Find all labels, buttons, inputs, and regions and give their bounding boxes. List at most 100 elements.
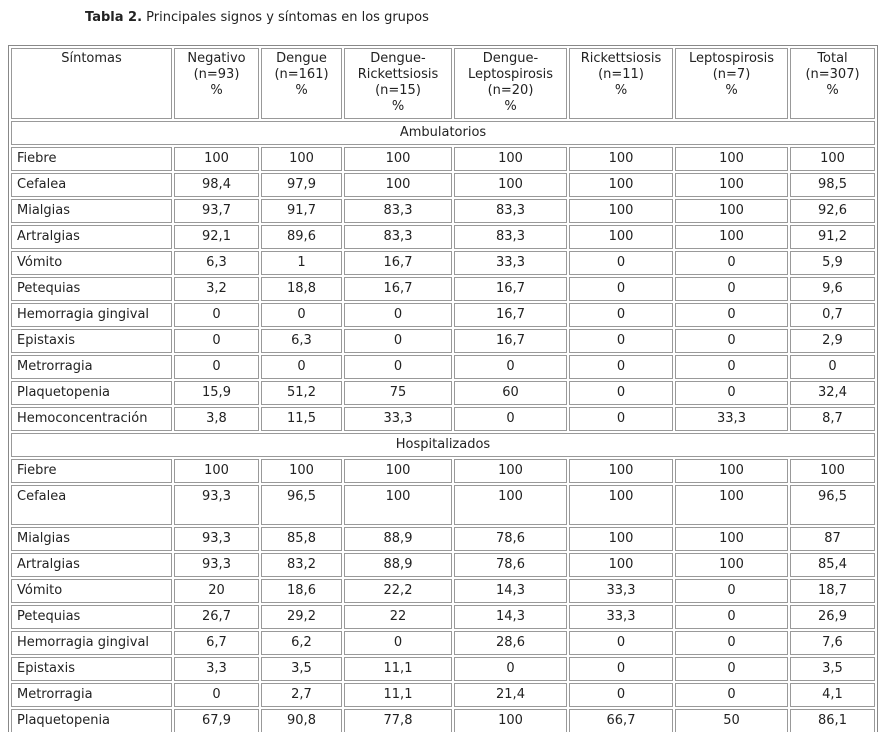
cell: 100 bbox=[454, 147, 567, 171]
header-cell: Negativo (n=93)% bbox=[174, 48, 259, 119]
cell: 91,2 bbox=[790, 225, 875, 249]
cell: 15,9 bbox=[174, 381, 259, 405]
header-cell: Dengue- Rickettsiosis (n=15)% bbox=[344, 48, 452, 119]
data-row: Hemorragia gingival 0 0 0 16,7 0 0 0,7 bbox=[11, 303, 875, 327]
data-row: Metrorragia 0 0 0 0 0 0 0 bbox=[11, 355, 875, 379]
cell: 100 bbox=[174, 147, 259, 171]
cell: 0 bbox=[569, 407, 673, 431]
cell: 75 bbox=[344, 381, 452, 405]
cell: 6,7 bbox=[174, 631, 259, 655]
data-row: Epistaxis 0 6,3 0 16,7 0 0 2,9 bbox=[11, 329, 875, 353]
cell: 3,2 bbox=[174, 277, 259, 301]
data-row: Hemoconcentración 3,8 11,5 33,3 0 0 33,3 8,7 bbox=[11, 407, 875, 431]
cell: 16,7 bbox=[344, 277, 452, 301]
data-row: Cefalea 98,4 97,9 100 100 100 100 98,5 bbox=[11, 173, 875, 197]
cell: 3,5 bbox=[261, 657, 342, 681]
header-line: % bbox=[391, 99, 405, 114]
cell: 0 bbox=[569, 329, 673, 353]
cell: 78,6 bbox=[454, 527, 567, 551]
header-cell: Dengue- Leptospirosis (n=20)% bbox=[454, 48, 567, 119]
data-row: Plaquetopenia 67,9 90,8 77,8 100 66,7 50 86,1 bbox=[11, 709, 875, 732]
cell: 32,4 bbox=[790, 381, 875, 405]
cell: 33,3 bbox=[569, 579, 673, 603]
cell: 1 bbox=[261, 251, 342, 275]
cell: 26,7 bbox=[174, 605, 259, 629]
cell: 0 bbox=[675, 579, 788, 603]
section-row: Hospitalizados bbox=[11, 433, 875, 457]
cell: 0 bbox=[675, 381, 788, 405]
cell: 85,4 bbox=[790, 553, 875, 577]
header-cell: Leptospirosis (n=7)% bbox=[675, 48, 788, 119]
cell: 6,3 bbox=[174, 251, 259, 275]
cell: 98,5 bbox=[790, 173, 875, 197]
cell: 29,2 bbox=[261, 605, 342, 629]
cell: 11,1 bbox=[344, 657, 452, 681]
cell: 100 bbox=[174, 459, 259, 483]
cell: 3,3 bbox=[174, 657, 259, 681]
header-line: (n=7) bbox=[712, 67, 751, 82]
cell: 3,8 bbox=[174, 407, 259, 431]
cell: 85,8 bbox=[261, 527, 342, 551]
cell: 100 bbox=[344, 485, 452, 525]
row-label: Hemorragia gingival bbox=[11, 631, 172, 655]
cell: 0 bbox=[675, 683, 788, 707]
cell: 0 bbox=[569, 381, 673, 405]
cell: 0 bbox=[344, 631, 452, 655]
cell: 83,3 bbox=[454, 199, 567, 223]
row-label: Vómito bbox=[11, 251, 172, 275]
cell: 14,3 bbox=[454, 605, 567, 629]
cell: 0 bbox=[675, 251, 788, 275]
cell: 92,6 bbox=[790, 199, 875, 223]
header-line: (n=11) bbox=[598, 67, 644, 82]
cell: 100 bbox=[454, 459, 567, 483]
cell: 16,7 bbox=[454, 303, 567, 327]
cell: 2,9 bbox=[790, 329, 875, 353]
row-label: Metrorragia bbox=[11, 355, 172, 379]
row-label: Petequias bbox=[11, 277, 172, 301]
cell: 9,6 bbox=[790, 277, 875, 301]
cell: 33,3 bbox=[454, 251, 567, 275]
cell: 100 bbox=[675, 173, 788, 197]
cell: 6,2 bbox=[261, 631, 342, 655]
section-title: Hospitalizados bbox=[11, 433, 875, 457]
cell: 100 bbox=[675, 147, 788, 171]
row-label: Hemorragia gingival bbox=[11, 303, 172, 327]
cell: 100 bbox=[454, 173, 567, 197]
data-row: Plaquetopenia 15,9 51,2 75 60 0 0 32,4 bbox=[11, 381, 875, 405]
cell: 3,5 bbox=[790, 657, 875, 681]
data-row: Cefalea 93,3 96,5 100 100 100 100 96,5 bbox=[11, 485, 875, 525]
cell: 93,7 bbox=[174, 199, 259, 223]
data-row: Hemorragia gingival 6,7 6,2 0 28,6 0 0 7,6 bbox=[11, 631, 875, 655]
cell: 21,4 bbox=[454, 683, 567, 707]
cell: 11,1 bbox=[344, 683, 452, 707]
cell: 100 bbox=[675, 199, 788, 223]
cell: 100 bbox=[675, 527, 788, 551]
cell: 92,1 bbox=[174, 225, 259, 249]
row-label: Cefalea bbox=[11, 173, 172, 197]
row-label: Fiebre bbox=[11, 459, 172, 483]
cell: 22,2 bbox=[344, 579, 452, 603]
cell: 96,5 bbox=[790, 485, 875, 525]
cell: 26,9 bbox=[790, 605, 875, 629]
cell: 86,1 bbox=[790, 709, 875, 732]
data-row: Vómito 6,3 1 16,7 33,3 0 0 5,9 bbox=[11, 251, 875, 275]
caption: Tabla 2. Principales signos y síntomas e… bbox=[85, 10, 429, 25]
cell: 50 bbox=[675, 709, 788, 732]
cell: 100 bbox=[675, 225, 788, 249]
cell: 60 bbox=[454, 381, 567, 405]
data-row: Petequias 3,2 18,8 16,7 16,7 0 0 9,6 bbox=[11, 277, 875, 301]
cell: 87 bbox=[790, 527, 875, 551]
data-row: Petequias 26,7 29,2 22 14,3 33,3 0 26,9 bbox=[11, 605, 875, 629]
cell: 0 bbox=[344, 355, 452, 379]
cell: 0 bbox=[174, 329, 259, 353]
cell: 0 bbox=[569, 631, 673, 655]
header-line: Dengue bbox=[276, 51, 327, 66]
cell: 0 bbox=[675, 329, 788, 353]
row-label: Epistaxis bbox=[11, 657, 172, 681]
cell: 5,9 bbox=[790, 251, 875, 275]
header-line: (n=15) bbox=[375, 83, 421, 98]
header-line: % bbox=[295, 83, 308, 98]
header-line: Leptospirosis bbox=[688, 51, 775, 66]
cell: 100 bbox=[569, 173, 673, 197]
cell: 0 bbox=[174, 355, 259, 379]
